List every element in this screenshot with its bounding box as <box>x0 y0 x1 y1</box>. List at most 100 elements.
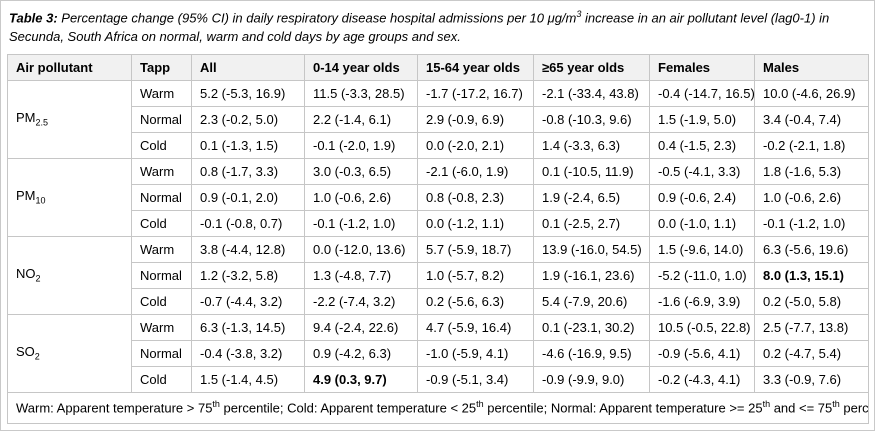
value-cell: 1.0 (-0.6, 2.6) <box>754 183 869 211</box>
value-cell: 1.0 (-0.6, 2.6) <box>304 183 418 211</box>
tapp-cell: Warm <box>131 79 192 107</box>
tapp-cell: Normal <box>131 105 192 133</box>
value-cell: 0.2 (-5.6, 6.3) <box>417 287 534 315</box>
value-cell: 0.1 (-1.3, 1.5) <box>191 131 305 159</box>
value-cell: 5.2 (-5.3, 16.9) <box>191 79 305 107</box>
footnote-text-part: percentile; Cold: Apparent temperature <… <box>219 400 477 416</box>
col-header-all: All <box>191 53 305 81</box>
tapp-cell: Warm <box>131 235 192 263</box>
value-cell: 3.3 (-0.9, 7.6) <box>754 365 869 393</box>
table-row: Cold 1.5 (-1.4, 4.5) 4.9 (0.3, 9.7) -0.9… <box>8 365 869 393</box>
col-header-pollutant: Air pollutant <box>7 53 132 81</box>
value-cell: -0.4 (-14.7, 16.5) <box>649 79 755 107</box>
footnote-superscript: th <box>476 398 484 409</box>
value-cell: -0.8 (-10.3, 9.6) <box>533 105 650 133</box>
value-cell: 0.8 (-0.8, 2.3) <box>417 183 534 211</box>
footnote-row: Warm: Apparent temperature > 75th percen… <box>7 391 869 424</box>
tapp-cell: Normal <box>131 261 192 289</box>
table-row: PM10 Warm 0.8 (-1.7, 3.3) 3.0 (-0.3, 6.5… <box>7 157 869 237</box>
value-cell: 0.9 (-0.1, 2.0) <box>191 183 305 211</box>
value-cell: -0.1 (-1.2, 1.0) <box>754 209 869 237</box>
value-cell: 1.5 (-1.4, 4.5) <box>191 365 305 393</box>
table-row: Cold 0.1 (-1.3, 1.5) -0.1 (-2.0, 1.9) 0.… <box>8 131 869 159</box>
table-footnote: Warm: Apparent temperature > 75th percen… <box>7 391 869 424</box>
value-cell-significant: 8.0 (1.3, 15.1) <box>754 261 869 289</box>
value-cell: 9.4 (-2.4, 22.6) <box>304 313 418 341</box>
value-cell: -2.1 (-33.4, 43.8) <box>533 79 650 107</box>
value-cell: -1.7 (-17.2, 16.7) <box>417 79 534 107</box>
footnote-superscript: th <box>832 398 840 409</box>
table-row: Normal 1.2 (-3.2, 5.8) 1.3 (-4.8, 7.7) 1… <box>8 261 869 289</box>
data-table: Air pollutant Tapp All 0-14 year olds 15… <box>7 53 869 424</box>
footnote-text-part: Warm: Apparent temperature > 75 <box>16 400 213 416</box>
value-cell: 3.8 (-4.4, 12.8) <box>191 235 305 263</box>
value-cell: -0.1 (-0.8, 0.7) <box>191 209 305 237</box>
value-cell: 0.0 (-12.0, 13.6) <box>304 235 418 263</box>
table-row: NO2 Warm 3.8 (-4.4, 12.8) 0.0 (-12.0, 13… <box>7 235 869 315</box>
footnote-text-part: percentile; Normal: Apparent temperature… <box>483 400 763 416</box>
value-cell: 5.4 (-7.9, 20.6) <box>533 287 650 315</box>
value-cell: 10.5 (-0.5, 22.8) <box>649 313 755 341</box>
footnote-superscript: th <box>762 398 771 409</box>
table-row: Normal -0.4 (-3.8, 3.2) 0.9 (-4.2, 6.3) … <box>8 339 869 367</box>
pollutant-subscript: 2 <box>34 352 40 362</box>
value-cell: 1.0 (-5.7, 8.2) <box>417 261 534 289</box>
value-cell: 0.0 (-1.2, 1.1) <box>417 209 534 237</box>
footnote-text-part: and <= 75 <box>770 400 833 416</box>
value-cell: 0.1 (-2.5, 2.7) <box>533 209 650 237</box>
value-cell: 5.7 (-5.9, 18.7) <box>417 235 534 263</box>
value-cell-significant: 4.9 (0.3, 9.7) <box>304 365 418 393</box>
value-cell: 0.2 (-4.7, 5.4) <box>754 339 869 367</box>
value-cell: -5.2 (-11.0, 1.0) <box>649 261 755 289</box>
value-cell: -4.6 (-16.9, 9.5) <box>533 339 650 367</box>
pollutant-label: PM <box>16 188 36 204</box>
pollutant-label: SO <box>16 344 35 360</box>
value-cell: -2.2 (-7.4, 3.2) <box>304 287 418 315</box>
table-caption-superscript: 3 <box>576 9 582 19</box>
value-cell: -1.0 (-5.9, 4.1) <box>417 339 534 367</box>
footnote-superscript: th <box>212 398 220 409</box>
table-row: Normal 0.9 (-0.1, 2.0) 1.0 (-0.6, 2.6) 0… <box>8 183 869 211</box>
value-cell: 6.3 (-1.3, 14.5) <box>191 313 305 341</box>
pollutant-cell: SO2 <box>7 313 132 393</box>
value-cell: 0.0 (-1.0, 1.1) <box>649 209 755 237</box>
tapp-cell: Normal <box>131 339 192 367</box>
col-header-tapp: Tapp <box>131 53 192 81</box>
col-header-females: Females <box>649 53 755 81</box>
value-cell: 6.3 (-5.6, 19.6) <box>754 235 869 263</box>
value-cell: -0.5 (-4.1, 3.3) <box>649 157 755 185</box>
pollutant-cell: PM2.5 <box>7 79 132 159</box>
tapp-cell: Cold <box>131 209 192 237</box>
value-cell: -0.4 (-3.8, 3.2) <box>191 339 305 367</box>
value-cell: 1.5 (-1.9, 5.0) <box>649 105 755 133</box>
value-cell: 3.0 (-0.3, 6.5) <box>304 157 418 185</box>
value-cell: -0.9 (-9.9, 9.0) <box>533 365 650 393</box>
value-cell: 1.4 (-3.3, 6.3) <box>533 131 650 159</box>
tapp-cell: Cold <box>131 365 192 393</box>
value-cell: 10.0 (-4.6, 26.9) <box>754 79 869 107</box>
value-cell: 1.9 (-2.4, 6.5) <box>533 183 650 211</box>
value-cell: 0.4 (-1.5, 2.3) <box>649 131 755 159</box>
tapp-cell: Warm <box>131 157 192 185</box>
pollutant-label: PM <box>16 110 36 126</box>
value-cell: 2.9 (-0.9, 6.9) <box>417 105 534 133</box>
value-cell: 0.1 (-10.5, 11.9) <box>533 157 650 185</box>
pollutant-cell: PM10 <box>7 157 132 237</box>
value-cell: -2.1 (-6.0, 1.9) <box>417 157 534 185</box>
tapp-cell: Warm <box>131 313 192 341</box>
value-cell: 11.5 (-3.3, 28.5) <box>304 79 418 107</box>
table-row: SO2 Warm 6.3 (-1.3, 14.5) 9.4 (-2.4, 22.… <box>7 313 869 393</box>
value-cell: 13.9 (-16.0, 54.5) <box>533 235 650 263</box>
table-row: Normal 2.3 (-0.2, 5.0) 2.2 (-1.4, 6.1) 2… <box>8 105 869 133</box>
pollutant-subscript: 2.5 <box>35 118 49 128</box>
value-cell: 1.5 (-9.6, 14.0) <box>649 235 755 263</box>
header-row: Air pollutant Tapp All 0-14 year olds 15… <box>7 53 869 81</box>
table-caption-text-2: increase in an air pollutant level (lag0… <box>9 10 830 44</box>
value-cell: 1.8 (-1.6, 5.3) <box>754 157 869 185</box>
pollutant-cell: NO2 <box>7 235 132 315</box>
value-cell: 0.2 (-5.0, 5.8) <box>754 287 869 315</box>
table-caption: Table 3: Percentage change (95% CI) in d… <box>9 8 866 46</box>
value-cell: 4.7 (-5.9, 16.4) <box>417 313 534 341</box>
value-cell: -1.6 (-6.9, 3.9) <box>649 287 755 315</box>
